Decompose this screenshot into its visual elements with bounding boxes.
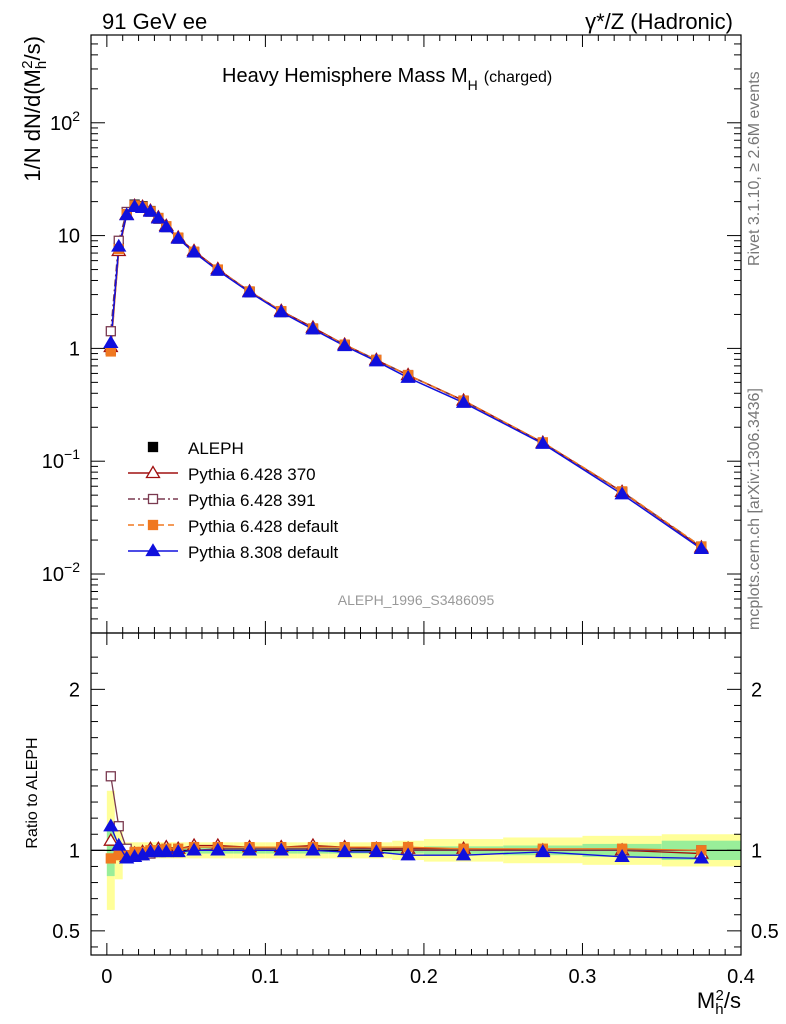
legend-marker-pythia-8-308-default	[145, 543, 161, 557]
ratio-y-axis-label: Ratio to ALEPH	[24, 737, 41, 848]
data-point-pythia-6-428-391	[105, 326, 116, 337]
data-point-pythia-8-308-default	[158, 219, 174, 233]
data-point-pythia-8-308-default	[111, 238, 127, 252]
ratio-y-tick-label-right: 1	[751, 840, 762, 862]
ratio-point-pythia-8-308-default	[400, 847, 416, 861]
ratio-point-pythia-8-308-default	[186, 842, 202, 856]
ratio-plot-frame	[90, 632, 742, 956]
ratio-y-tick-label: 2	[69, 679, 80, 701]
data-point-pythia-8-308-default	[142, 203, 159, 217]
ratio-point-pythia-8-308-default	[693, 850, 710, 864]
ratio-point-pythia-8-308-default	[614, 849, 630, 862]
header-left: 91 GeV ee	[102, 9, 208, 34]
data-point-pythia-6-428-default	[105, 346, 116, 357]
data-point-pythia-8-308-default	[241, 284, 258, 298]
legend-label-pythia-6-428-default: Pythia 6.428 default	[188, 517, 339, 536]
ratio-point-pythia-8-308-default	[368, 844, 385, 858]
data-point-pythia-8-308-default	[186, 244, 202, 258]
x-tick-label: 0.4	[727, 966, 755, 988]
data-point-pythia-8-308-default	[614, 486, 630, 500]
legend-marker-aleph	[147, 441, 159, 453]
y-tick-label: 10−1	[42, 446, 80, 473]
y-tick-label: 10	[58, 226, 80, 248]
ratio-point-pythia-8-308-default	[158, 844, 174, 858]
x-tick-label: 0	[101, 966, 112, 988]
data-point-pythia-8-308-default	[400, 369, 416, 383]
ratio-point-pythia-8-308-default	[273, 842, 289, 856]
x-tick-label: 0.1	[251, 966, 279, 988]
legend-label-pythia-8-308-default: Pythia 8.308 default	[188, 543, 339, 562]
ratio-point-pythia-6-428-370	[103, 832, 119, 846]
data-point-pythia-8-308-default	[170, 230, 186, 244]
data-point-pythia-8-308-default	[273, 304, 289, 318]
data-point-pythia-8-308-default	[455, 394, 472, 408]
rivet-version-text: Rivet 3.1.10, ≥ 2.6M events	[746, 71, 763, 266]
legend-label-pythia-6-428-391: Pythia 6.428 391	[188, 491, 316, 510]
ratio-point-pythia-8-308-default	[305, 842, 321, 856]
y-axis-label: 1/N dN/d(Mh2/s)	[19, 36, 50, 182]
y-tick-label: 1	[69, 338, 80, 360]
data-point-pythia-8-308-default	[150, 210, 167, 224]
x-tick-label: 0.2	[410, 966, 438, 988]
y-tick-label: 102	[50, 108, 80, 135]
ratio-point-pythia-6-428-391	[105, 771, 116, 782]
ratio-y-tick-label-right: 0.5	[751, 921, 779, 943]
ratio-point-pythia-8-308-default	[210, 842, 226, 856]
data-point-pythia-8-308-default	[103, 335, 119, 348]
data-point-pythia-8-308-default	[368, 353, 385, 367]
mcplots-credit-text: mcplots.cern.ch [arXiv:1306.3436]	[746, 388, 763, 630]
data-point-pythia-8-308-default	[305, 321, 321, 335]
chart-title: Heavy Hemisphere Mass MH (charged)	[222, 65, 552, 93]
y-tick-label: 10−2	[42, 559, 80, 586]
data-point-pythia-8-308-default	[210, 262, 226, 276]
x-axis-label: Mh2/s	[697, 987, 741, 1018]
ratio-point-pythia-8-308-default	[535, 844, 551, 858]
legend-label-pythia-6-428-370: Pythia 6.428 370	[188, 465, 316, 484]
ratio-point-pythia-8-308-default	[241, 842, 258, 856]
data-point-pythia-8-308-default	[693, 541, 710, 555]
ratio-y-tick-label: 1	[69, 840, 80, 862]
analysis-label: ALEPH_1996_S3486095	[338, 592, 495, 608]
legend-marker-pythia-6-428-391	[147, 493, 159, 505]
data-point-pythia-8-308-default	[134, 200, 151, 214]
ratio-point-pythia-8-308-default	[103, 818, 119, 832]
ratio-point-pythia-8-308-default	[170, 844, 186, 858]
header-right: γ*/Z (Hadronic)	[585, 9, 733, 34]
legend-label-aleph: ALEPH	[188, 439, 244, 458]
ratio-y-tick-label: 0.5	[52, 921, 80, 943]
ratio-y-tick-label-right: 2	[751, 679, 762, 701]
x-tick-label: 0.3	[569, 966, 597, 988]
data-point-pythia-8-308-default	[535, 435, 551, 449]
legend-marker-pythia-6-428-default	[147, 519, 159, 531]
ratio-point-pythia-8-308-default	[111, 837, 127, 851]
ratio-point-pythia-8-308-default	[455, 847, 472, 861]
data-point-pythia-8-308-default	[119, 207, 135, 221]
data-point-pythia-8-308-default	[337, 338, 353, 352]
legend-marker-pythia-6-428-370	[145, 465, 161, 479]
ratio-point-pythia-8-308-default	[337, 844, 353, 858]
